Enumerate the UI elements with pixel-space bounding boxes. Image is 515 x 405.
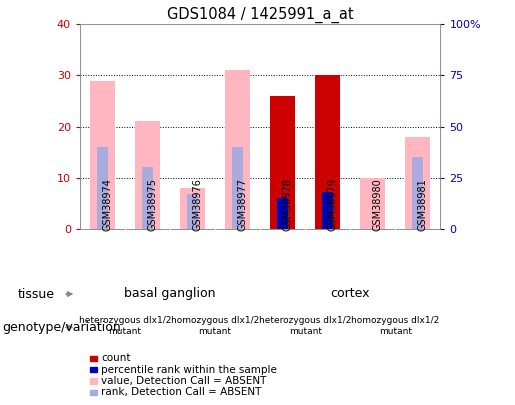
Bar xyxy=(270,96,295,229)
Bar xyxy=(135,122,160,229)
Bar xyxy=(412,157,423,229)
Bar xyxy=(97,147,108,229)
Bar xyxy=(90,81,115,229)
Text: tissue: tissue xyxy=(18,288,55,301)
Text: cortex: cortex xyxy=(331,287,370,300)
Text: GSM38974: GSM38974 xyxy=(102,179,112,231)
Bar xyxy=(180,188,205,229)
Bar xyxy=(277,198,288,229)
Bar xyxy=(232,147,243,229)
Text: homozygous dlx1/2
mutant: homozygous dlx1/2 mutant xyxy=(351,316,439,336)
Bar xyxy=(360,178,385,229)
Bar xyxy=(315,75,340,229)
Text: rank, Detection Call = ABSENT: rank, Detection Call = ABSENT xyxy=(101,388,261,397)
Text: basal ganglion: basal ganglion xyxy=(124,287,216,300)
Text: GSM38978: GSM38978 xyxy=(283,179,293,231)
Bar xyxy=(187,194,198,229)
Text: value, Detection Call = ABSENT: value, Detection Call = ABSENT xyxy=(101,376,266,386)
Bar xyxy=(142,168,153,229)
Text: GSM38976: GSM38976 xyxy=(193,179,202,231)
Text: heterozygous dlx1/2
mutant: heterozygous dlx1/2 mutant xyxy=(259,316,351,336)
Text: GSM38981: GSM38981 xyxy=(418,179,428,231)
Text: homozygous dlx1/2
mutant: homozygous dlx1/2 mutant xyxy=(171,316,259,336)
Text: genotype/variation: genotype/variation xyxy=(3,321,122,334)
Text: GSM38980: GSM38980 xyxy=(373,179,383,231)
Text: percentile rank within the sample: percentile rank within the sample xyxy=(101,365,277,375)
Text: GSM38977: GSM38977 xyxy=(237,179,248,231)
Text: GSM38975: GSM38975 xyxy=(147,179,158,231)
Title: GDS1084 / 1425991_a_at: GDS1084 / 1425991_a_at xyxy=(167,7,353,23)
Text: heterozygous dlx1/2
mutant: heterozygous dlx1/2 mutant xyxy=(79,316,171,336)
Text: count: count xyxy=(101,354,130,363)
Bar xyxy=(225,70,250,229)
Bar xyxy=(322,192,333,229)
Text: GSM38979: GSM38979 xyxy=(328,179,338,231)
Bar xyxy=(405,137,430,229)
